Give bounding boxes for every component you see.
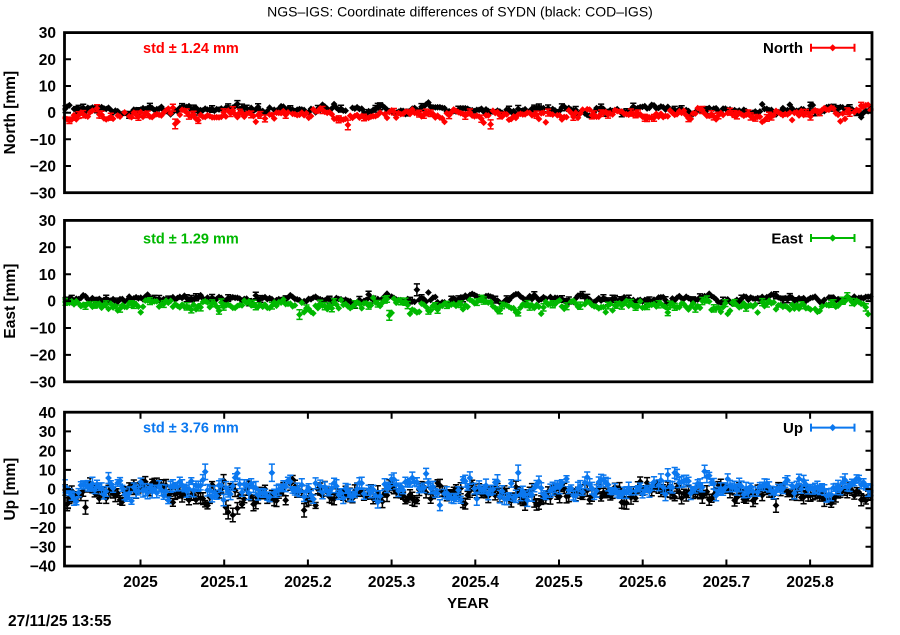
svg-text:std ± 3.76 mm: std ± 3.76 mm — [143, 421, 239, 437]
svg-text:20: 20 — [39, 52, 56, 69]
svg-text:2025.2: 2025.2 — [284, 574, 331, 591]
svg-text:2025.8: 2025.8 — [786, 574, 834, 591]
svg-text:10: 10 — [39, 267, 56, 284]
svg-text:2025.4: 2025.4 — [452, 574, 500, 591]
svg-text:−10: −10 — [30, 501, 56, 518]
svg-text:East: East — [771, 230, 803, 247]
svg-text:−10: −10 — [30, 321, 56, 338]
svg-text:−30: −30 — [30, 374, 56, 391]
svg-text:10: 10 — [39, 463, 56, 480]
svg-text:30: 30 — [39, 25, 56, 42]
svg-text:North [mm]: North [mm] — [2, 71, 19, 155]
svg-text:YEAR: YEAR — [447, 595, 489, 612]
svg-text:2025.1: 2025.1 — [200, 574, 248, 591]
svg-text:Up [mm]: Up [mm] — [2, 458, 19, 521]
svg-text:30: 30 — [39, 213, 56, 230]
svg-text:30: 30 — [39, 424, 56, 441]
svg-text:27/11/25 13:55: 27/11/25 13:55 — [8, 613, 112, 630]
svg-text:−20: −20 — [30, 348, 56, 365]
svg-text:2025.5: 2025.5 — [535, 574, 583, 591]
svg-text:std ± 1.29 mm: std ± 1.29 mm — [143, 232, 239, 248]
svg-text:2025: 2025 — [123, 574, 158, 591]
svg-text:North: North — [763, 40, 803, 57]
svg-text:East [mm]: East [mm] — [2, 264, 19, 339]
svg-text:−30: −30 — [30, 185, 56, 202]
svg-text:−30: −30 — [30, 539, 56, 556]
svg-text:−20: −20 — [30, 520, 56, 537]
svg-text:−10: −10 — [30, 132, 56, 149]
svg-text:10: 10 — [39, 79, 56, 96]
svg-text:Up: Up — [783, 420, 803, 437]
svg-text:−20: −20 — [30, 159, 56, 176]
svg-text:−40: −40 — [30, 559, 56, 576]
svg-text:0: 0 — [47, 105, 56, 122]
svg-text:std ± 1.24 mm: std ± 1.24 mm — [143, 41, 239, 57]
svg-text:2025.6: 2025.6 — [619, 574, 667, 591]
svg-text:NGS–IGS: Coordinate difference: NGS–IGS: Coordinate differences of SYDN … — [267, 4, 653, 20]
svg-text:2025.3: 2025.3 — [368, 574, 416, 591]
svg-text:2025.7: 2025.7 — [703, 574, 750, 591]
svg-text:0: 0 — [47, 482, 56, 499]
svg-text:40: 40 — [39, 405, 56, 422]
svg-text:20: 20 — [39, 443, 56, 460]
svg-text:20: 20 — [39, 240, 56, 257]
svg-text:0: 0 — [47, 294, 56, 311]
